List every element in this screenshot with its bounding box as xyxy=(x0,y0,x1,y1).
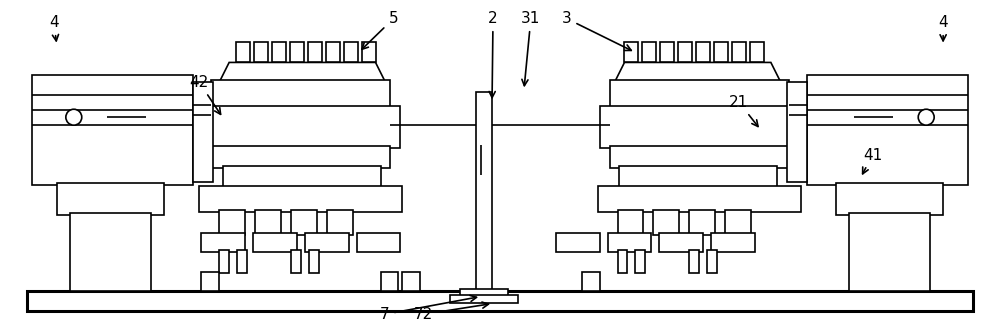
Bar xyxy=(57,183,164,215)
Bar xyxy=(27,291,973,312)
Bar xyxy=(707,249,717,273)
Text: 31: 31 xyxy=(521,11,541,86)
Bar xyxy=(327,210,353,235)
Bar xyxy=(236,42,250,62)
Bar xyxy=(678,42,692,62)
Bar xyxy=(689,249,699,273)
Bar xyxy=(237,249,247,273)
Bar xyxy=(556,233,600,252)
Bar xyxy=(460,289,508,297)
Bar xyxy=(642,42,656,62)
Bar xyxy=(689,210,715,235)
Text: 3: 3 xyxy=(562,11,631,50)
Bar xyxy=(32,75,193,185)
Bar xyxy=(450,295,518,303)
Bar xyxy=(598,186,801,212)
Bar xyxy=(624,42,638,62)
Text: 21: 21 xyxy=(729,95,758,126)
Bar xyxy=(608,233,651,252)
Bar xyxy=(610,81,789,108)
Bar xyxy=(326,42,340,62)
Bar xyxy=(290,42,304,62)
Text: 2: 2 xyxy=(488,11,498,98)
Bar xyxy=(476,92,492,291)
Text: 7: 7 xyxy=(380,295,477,322)
Bar xyxy=(253,233,297,252)
Text: 5: 5 xyxy=(362,11,398,49)
Bar xyxy=(807,75,968,185)
Bar xyxy=(309,249,319,273)
Circle shape xyxy=(918,109,934,125)
Bar xyxy=(201,233,245,252)
Bar xyxy=(696,42,710,62)
Text: 4: 4 xyxy=(49,15,59,41)
Bar xyxy=(849,213,930,291)
Bar xyxy=(305,233,349,252)
Bar xyxy=(787,82,807,182)
Bar xyxy=(357,233,400,252)
Text: 72: 72 xyxy=(414,302,488,322)
Bar xyxy=(381,272,398,291)
Bar xyxy=(659,233,703,252)
Bar xyxy=(223,166,381,188)
Bar xyxy=(610,146,789,168)
Text: 41: 41 xyxy=(863,148,882,174)
Bar xyxy=(732,42,746,62)
Polygon shape xyxy=(615,62,781,82)
Polygon shape xyxy=(219,62,385,82)
Bar xyxy=(714,42,728,62)
Bar xyxy=(272,42,286,62)
Bar xyxy=(255,210,281,235)
Bar xyxy=(618,210,643,235)
Bar xyxy=(70,213,151,291)
Bar xyxy=(619,166,777,188)
Bar xyxy=(199,186,402,212)
Bar xyxy=(201,106,400,148)
Bar xyxy=(618,249,627,273)
Bar xyxy=(219,210,245,235)
Bar xyxy=(291,249,301,273)
Bar xyxy=(344,42,358,62)
Bar xyxy=(211,81,390,108)
Bar xyxy=(600,106,799,148)
Bar xyxy=(362,42,376,62)
Bar xyxy=(711,233,755,252)
Bar xyxy=(836,183,943,215)
Bar xyxy=(582,272,600,291)
Bar xyxy=(653,210,679,235)
Bar xyxy=(635,249,645,273)
Bar xyxy=(308,42,322,62)
Bar xyxy=(219,249,229,273)
Bar xyxy=(750,42,764,62)
Bar xyxy=(660,42,674,62)
Text: 4: 4 xyxy=(938,15,948,41)
Bar xyxy=(193,82,213,182)
Circle shape xyxy=(66,109,82,125)
Bar xyxy=(211,146,390,168)
Bar xyxy=(201,272,219,291)
Bar xyxy=(725,210,751,235)
Bar xyxy=(402,272,420,291)
Text: 42: 42 xyxy=(190,75,221,114)
Bar xyxy=(254,42,268,62)
Bar xyxy=(291,210,317,235)
